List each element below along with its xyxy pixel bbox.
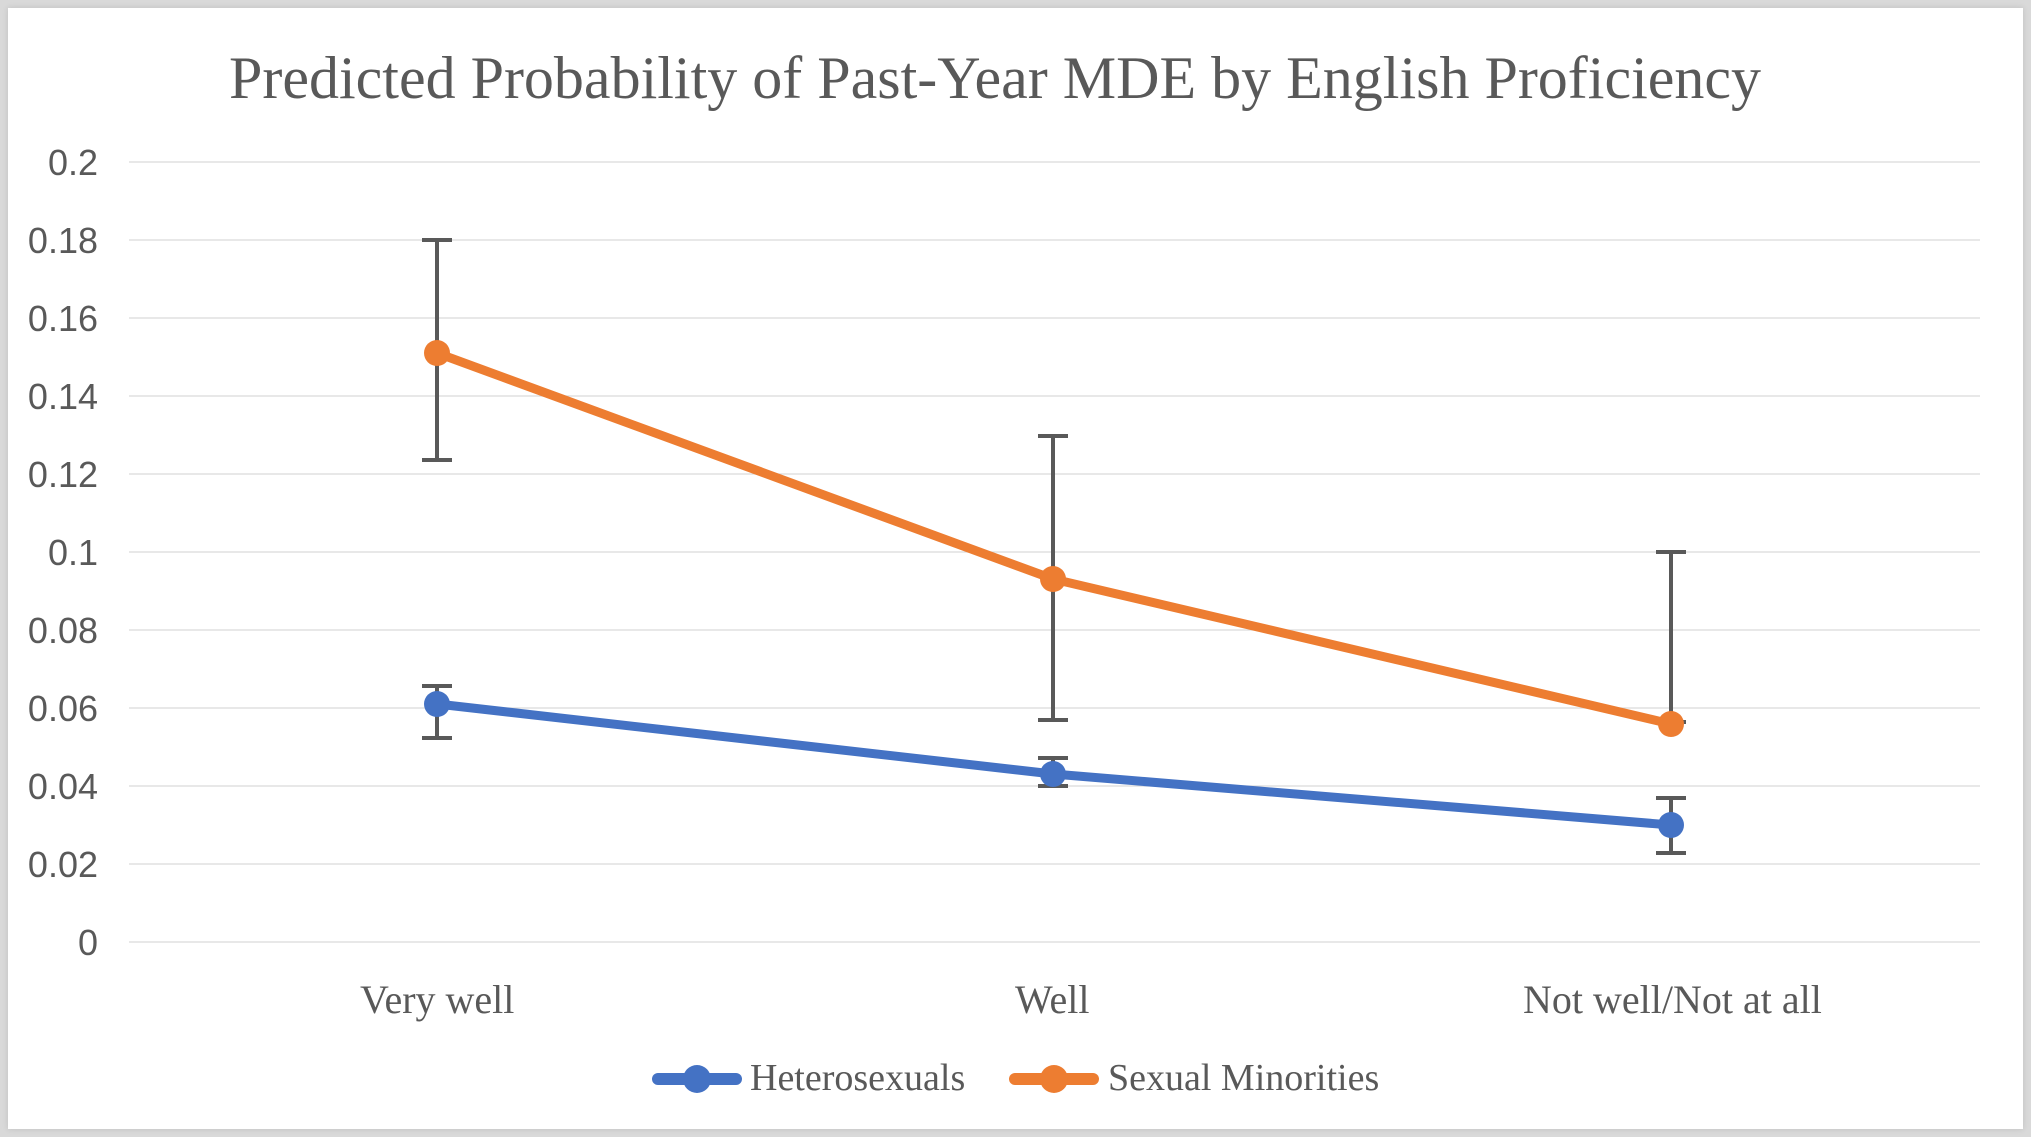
svg-text:Heterosexuals: Heterosexuals xyxy=(750,1057,965,1099)
svg-text:Well: Well xyxy=(1015,977,1090,1022)
svg-text:0.04: 0.04 xyxy=(28,766,98,807)
svg-text:0.02: 0.02 xyxy=(28,844,98,885)
svg-text:Predicted Probability of Past-: Predicted Probability of Past-Year MDE b… xyxy=(229,45,1761,111)
svg-text:0.08: 0.08 xyxy=(28,610,98,651)
svg-text:0.06: 0.06 xyxy=(28,688,98,729)
svg-text:Not well/Not at all: Not well/Not at all xyxy=(1523,977,1822,1022)
svg-text:0.18: 0.18 xyxy=(28,220,98,261)
svg-text:Very well: Very well xyxy=(360,977,514,1022)
svg-text:0.2: 0.2 xyxy=(48,142,98,183)
svg-text:0: 0 xyxy=(78,922,98,963)
svg-text:Sexual Minorities: Sexual Minorities xyxy=(1108,1057,1379,1099)
svg-text:0.16: 0.16 xyxy=(28,298,98,339)
svg-text:0.14: 0.14 xyxy=(28,376,98,417)
svg-text:0.12: 0.12 xyxy=(28,454,98,495)
svg-text:0.1: 0.1 xyxy=(48,532,98,573)
